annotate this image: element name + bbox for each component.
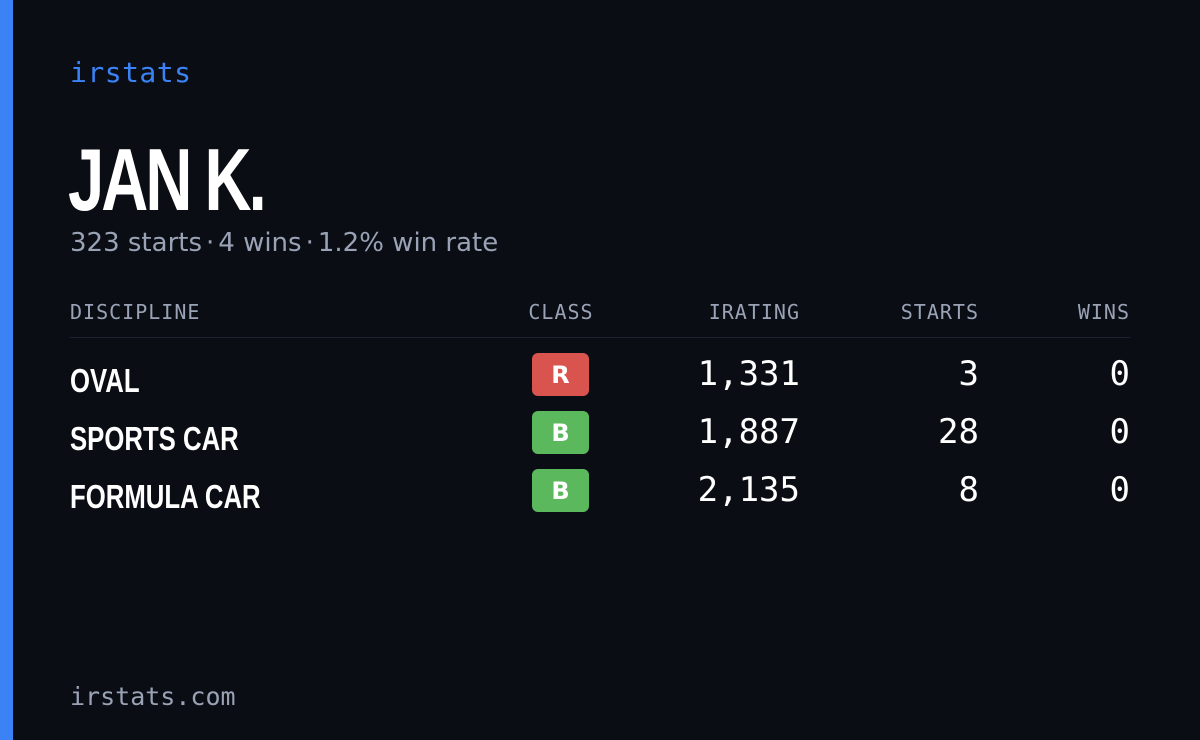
header-starts: STARTS [900,300,979,324]
row-wins: 0 [1109,412,1130,452]
row-discipline: SPORTS CAR [70,420,239,457]
discipline-stats-table: DISCIPLINE CLASS IRATING STARTS WINS OVA… [70,298,1130,515]
summary-separator: · [305,228,314,258]
header-class: CLASS [528,300,594,324]
summary-starts: 323 starts [70,228,202,258]
table-row: SPORTS CAR B 1,887 28 0 [70,408,1130,466]
player-summary: 323 starts · 4 wins · 1.2% win rate [70,228,498,258]
summary-win-rate: 1.2% win rate [317,228,499,258]
row-discipline: OVAL [70,362,140,399]
row-irating: 2,135 [697,470,800,510]
summary-separator: · [206,228,215,258]
header-irating: IRATING [708,300,800,324]
row-starts: 8 [958,470,979,510]
header-wins: WINS [1077,300,1130,324]
footer-url[interactable]: irstats.com [70,682,236,711]
row-irating: 1,887 [697,412,800,452]
license-class-badge: B [532,411,589,454]
brand-logo-text[interactable]: irstats [70,56,192,89]
header-discipline: DISCIPLINE [70,300,201,324]
row-discipline: FORMULA CAR [70,478,261,515]
player-name: JAN K. [68,130,267,229]
license-class-badge: B [532,469,589,512]
table-body: OVAL R 1,331 3 0 SPORTS CAR B 1,887 28 0… [70,350,1130,524]
accent-bar [0,0,13,740]
row-wins: 0 [1109,354,1130,394]
table-row: OVAL R 1,331 3 0 [70,350,1130,408]
table-row: FORMULA CAR B 2,135 8 0 [70,466,1130,524]
row-starts: 28 [938,412,979,452]
summary-wins: 4 wins [218,228,302,258]
row-starts: 3 [958,354,979,394]
row-irating: 1,331 [697,354,800,394]
license-class-badge: R [532,353,589,396]
row-wins: 0 [1109,470,1130,510]
table-header: DISCIPLINE CLASS IRATING STARTS WINS [70,298,1130,338]
